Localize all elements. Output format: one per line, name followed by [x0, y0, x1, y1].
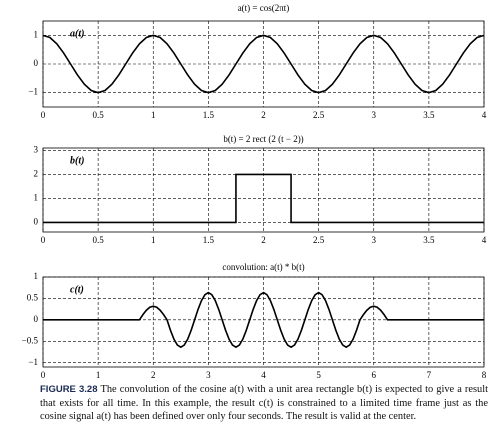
- y-tick-label: −1: [28, 87, 38, 97]
- x-tick-label: 3: [206, 370, 211, 380]
- plot-frame: [42, 20, 485, 108]
- x-tick-label: 4: [482, 110, 487, 120]
- y-tick-label: 0: [34, 58, 39, 68]
- y-tick-label: 1: [34, 271, 39, 281]
- x-tick-label: 7: [427, 370, 432, 380]
- y-tick-label: −0.5: [22, 335, 39, 345]
- x-tick-label: 2.5: [313, 110, 325, 120]
- series-label: c(t): [70, 284, 84, 295]
- y-tick-label: −1: [28, 357, 38, 367]
- x-tick-label: 0.5: [93, 235, 105, 245]
- line: [43, 173, 484, 224]
- x-tick-label: 0: [41, 110, 46, 120]
- x-tick-label: 6: [372, 370, 377, 380]
- x-tick-label: 2.5: [313, 235, 325, 245]
- x-tick-label: 2: [261, 235, 266, 245]
- y-tick-label: 0: [34, 216, 39, 226]
- caption: FIGURE 3.28 The convolution of the cosine…: [40, 383, 488, 424]
- chart-title: a(t) = cos(2πt): [238, 3, 290, 13]
- line: [42, 34, 485, 94]
- y-tick-label: 1: [34, 29, 39, 39]
- y-tick-label: 2: [34, 168, 39, 178]
- chart-title: b(t) = 2 rect (2 (t − 2)): [223, 134, 303, 144]
- x-tick-label: 5: [316, 370, 321, 380]
- x-tick-label: 4: [261, 370, 266, 380]
- series-label: b(t): [70, 155, 84, 166]
- chart-title: convolution: a(t) * b(t): [222, 262, 304, 272]
- y-tick-label: 0: [34, 314, 39, 324]
- x-tick-label: 2: [261, 110, 266, 120]
- x-tick-label: 1: [151, 110, 156, 120]
- series-label: a(t): [70, 28, 84, 39]
- x-tick-label: 0: [41, 235, 46, 245]
- x-tick-label: 1.5: [203, 235, 215, 245]
- caption-text: The convolution of the cosine a(t) with …: [40, 384, 488, 422]
- x-tick-label: 1: [96, 370, 101, 380]
- caption-label: FIGURE 3.28: [40, 384, 98, 395]
- line: [43, 291, 484, 349]
- x-tick-label: 1: [151, 235, 156, 245]
- x-tick-label: 3.5: [423, 110, 435, 120]
- x-tick-label: 0.5: [93, 110, 105, 120]
- figure: a(t) = cos(2πt)0 0.5 1 1.5 2 2.5 3 3.5 4−101 a(t)…: [22, 3, 487, 380]
- y-tick-label: 0.5: [27, 292, 39, 302]
- x-tick-label: 2: [151, 370, 156, 380]
- x-tick-label: 3: [372, 235, 377, 245]
- y-tick-label: 1: [34, 192, 39, 202]
- x-tick-label: 3: [372, 110, 377, 120]
- x-tick-label: 4: [482, 235, 487, 245]
- x-tick-label: 3.5: [423, 235, 435, 245]
- plot-frame: [42, 147, 485, 233]
- x-tick-label: 0: [41, 370, 46, 380]
- x-tick-label: 8: [482, 370, 487, 380]
- plot-frame: [42, 276, 485, 368]
- y-tick-label: 3: [34, 144, 39, 154]
- x-tick-label: 1.5: [203, 110, 215, 120]
